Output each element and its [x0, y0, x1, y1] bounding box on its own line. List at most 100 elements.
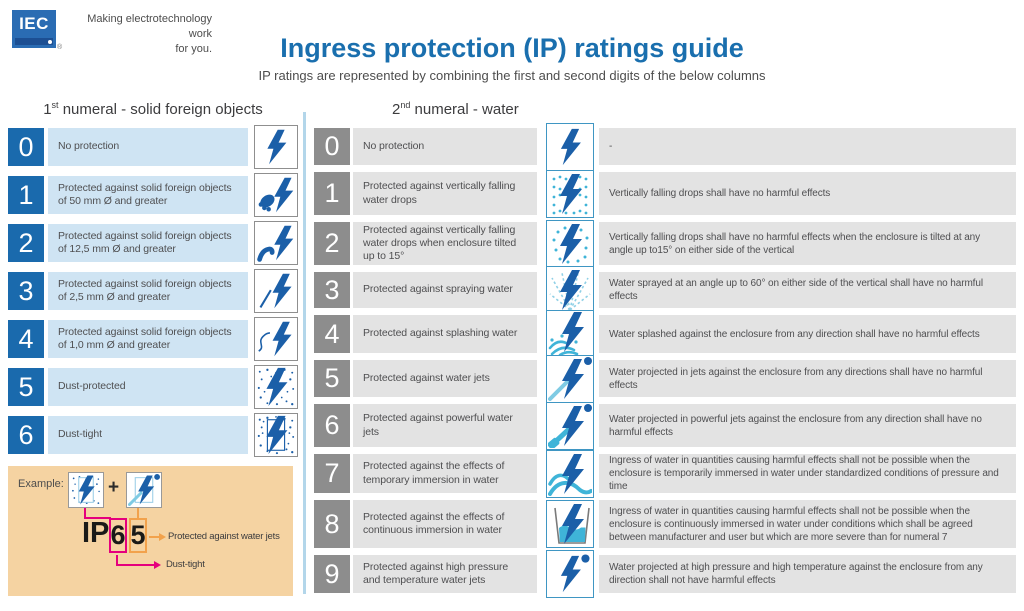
solid-rating-row-3: 3 Protected against solid foreign object… — [8, 269, 298, 313]
powerful-water-jet-icon — [546, 401, 594, 450]
water-rating-row-1: 1 Protected against vertically falling w… — [314, 169, 1016, 218]
rating-detail: Water projected at high pressure and hig… — [599, 555, 1016, 593]
dust-protected-icon — [254, 365, 298, 409]
rating-digit: 4 — [314, 315, 350, 353]
lightning-icon — [254, 125, 298, 169]
water-rating-row-0: 0 No protection - — [314, 122, 1016, 171]
rating-description: No protection — [353, 128, 537, 165]
rating-digit: 2 — [8, 224, 44, 262]
magenta-arrowhead-icon — [154, 561, 161, 569]
example-box: Example: + IP — [8, 466, 293, 596]
rating-description: Protected against spraying water — [353, 272, 537, 308]
rating-description: Protected against vertically falling wat… — [353, 222, 537, 265]
rating-detail: - — [599, 128, 1016, 165]
rating-digit: 5 — [314, 360, 350, 397]
spraying-water-icon — [546, 266, 594, 314]
magenta-connector-line — [116, 555, 118, 566]
hand-lightning-icon — [254, 173, 298, 217]
ip-second-digit: 5 — [129, 518, 147, 553]
rating-description: Protected against vertically falling wat… — [353, 172, 537, 215]
water-rating-row-4: 4 Protected against splashing water Wate… — [314, 310, 1016, 358]
orange-connector-line — [149, 536, 159, 538]
rating-description: Protected against solid foreign objects … — [48, 272, 248, 310]
solids-column: 1st numeral - solid foreign objects 0 No… — [8, 100, 298, 600]
magenta-connector-line — [116, 564, 154, 566]
tagline: Making electrotechnology work for you. — [66, 12, 212, 57]
rating-description: Protected against splashing water — [353, 315, 537, 353]
iec-logo-dot — [48, 39, 52, 44]
water-jet-icon — [126, 472, 162, 508]
solid-rating-row-1: 1 Protected against solid foreign object… — [8, 173, 298, 217]
rating-columns: 1st numeral - solid foreign objects 0 No… — [0, 100, 1024, 600]
lightning-icon — [546, 122, 594, 171]
rating-detail: Water projected in jets against the encl… — [599, 360, 1016, 397]
water-column: 2nd numeral - water 0 No protection - 1 … — [310, 100, 1016, 600]
rating-digit: 9 — [314, 555, 350, 593]
rating-description: Dust-tight — [48, 416, 248, 454]
rating-description: Protected against the effects of tempora… — [353, 454, 537, 493]
water-rating-row-6: 6 Protected against powerful water jets … — [314, 401, 1016, 450]
dust-tight-icon — [254, 413, 298, 457]
rating-detail: Water splashed against the enclosure fro… — [599, 315, 1016, 353]
rating-digit: 0 — [314, 128, 350, 165]
column-divider — [303, 112, 306, 594]
finger-lightning-icon — [254, 221, 298, 265]
water-jet-icon — [546, 354, 594, 403]
solid-rating-row-0: 0 No protection — [8, 125, 298, 169]
temporary-immersion-icon — [546, 449, 594, 498]
ip-prefix: IP — [82, 517, 110, 549]
solids-column-heading: 1st numeral - solid foreign objects — [43, 100, 263, 118]
iec-logo-text: IEC — [19, 14, 49, 33]
rating-digit: 3 — [8, 272, 44, 310]
water-rating-row-3: 3 Protected against spraying water Water… — [314, 266, 1016, 314]
water-rating-row-2: 2 Protected against vertically falling w… — [314, 219, 1016, 268]
ip-first-digit: 6 — [109, 518, 127, 553]
rating-digit: 8 — [314, 500, 350, 548]
page-title: Ingress protection (IP) ratings guide — [280, 33, 744, 63]
rating-digit: 1 — [314, 172, 350, 215]
water-rating-row-9: 9 Protected against high pressure and te… — [314, 550, 1016, 598]
rating-digit: 5 — [8, 368, 44, 406]
rating-digit: 2 — [314, 222, 350, 265]
solid-rating-row-6: 6 Dust-tight — [8, 413, 298, 457]
rating-detail: Ingress of water in quantities causing h… — [599, 500, 1016, 548]
tilted-drops-icon — [546, 219, 594, 268]
rating-description: Protected against high pressure and temp… — [353, 555, 537, 593]
high-pressure-jet-icon — [546, 550, 594, 598]
iec-logo: IEC — [12, 10, 56, 48]
magenta-connector-line — [84, 508, 86, 519]
tool-lightning-icon — [254, 269, 298, 313]
rating-digit: 6 — [314, 404, 350, 447]
rating-detail: Vertically falling drops shall have no h… — [599, 222, 1016, 265]
iec-logo-strip — [15, 38, 53, 45]
tagline-line1: Making electrotechnology work — [87, 13, 212, 40]
rating-detail: Water sprayed at an angle up to 60° on e… — [599, 272, 1016, 308]
rating-digit: 1 — [8, 176, 44, 214]
splashing-water-icon — [546, 310, 594, 358]
falling-drops-icon — [546, 169, 594, 218]
rating-description: Protected against powerful water jets — [353, 404, 537, 447]
registered-mark: ® — [57, 44, 63, 51]
water-rating-row-8: 8 Protected against the effects of conti… — [314, 500, 1016, 548]
rating-digit: 4 — [8, 320, 44, 358]
orange-connector-line — [137, 508, 139, 518]
rating-description: Protected against solid foreign objects … — [48, 176, 248, 214]
solid-rating-row-4: 4 Protected against solid foreign object… — [8, 317, 298, 361]
page-header: IEC ® Making electrotechnology work for … — [0, 0, 1024, 100]
rating-digit: 6 — [8, 416, 44, 454]
rating-description: Dust-protected — [48, 368, 248, 406]
dust-tight-icon — [68, 472, 104, 508]
rating-digit: 3 — [314, 272, 350, 308]
page-subtitle: IP ratings are represented by combining … — [258, 68, 766, 83]
rating-description: Protected against water jets — [353, 360, 537, 397]
plus-sign: + — [108, 477, 120, 498]
solid-rating-row-2: 2 Protected against solid foreign object… — [8, 221, 298, 265]
solid-rating-row-5: 5 Dust-protected — [8, 365, 298, 409]
rating-detail: Water projected in powerful jets against… — [599, 404, 1016, 447]
water-rating-row-7: 7 Protected against the effects of tempo… — [314, 449, 1016, 498]
water-rating-row-5: 5 Protected against water jets Water pro… — [314, 354, 1016, 403]
orange-arrowhead-icon — [159, 533, 166, 541]
wire-lightning-icon — [254, 317, 298, 361]
rating-description: Protected against solid foreign objects … — [48, 320, 248, 358]
